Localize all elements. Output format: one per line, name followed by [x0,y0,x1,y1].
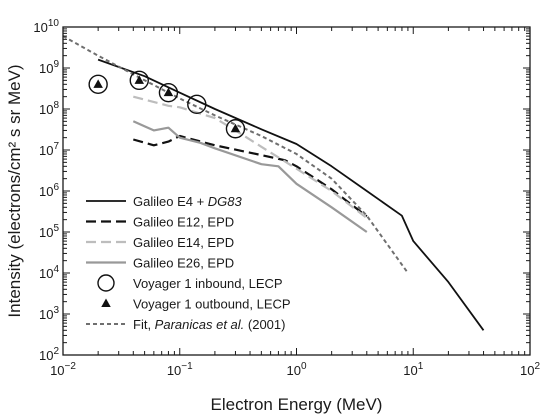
series-line-3 [132,120,368,233]
x-tick-label: 10−1 [167,361,193,378]
legend-label: Galileo E4 + DG83 [133,194,243,209]
y-tick-label: 106 [39,182,59,199]
y-tick-label: 103 [39,305,59,322]
y-tick-label: 107 [39,141,59,158]
x-tick-label: 100 [286,361,306,378]
legend: Galileo E4 + DG83 Galileo E12, EPD Galileo… [86,194,291,332]
voyager-inbound-point [225,119,246,139]
voyager-inbound-point [129,70,149,91]
legend-label: Galileo E14, EPD [133,235,234,250]
x-tick-label: 101 [403,361,423,378]
series-line-0 [97,58,485,331]
legend-label: Galileo E26, EPD [133,256,234,271]
voyager-outbound-point [163,87,174,97]
tick-layer [62,26,531,356]
series-line-1 [133,134,368,218]
y-tick-label: 102 [39,346,59,363]
legend-swatch [101,298,111,307]
voyager-outbound-point [230,123,241,133]
voyager-inbound-point [88,74,108,95]
legend-swatch [97,274,115,292]
y-tick-label: 1010 [33,18,59,35]
voyager-inbound-point [158,82,179,103]
legend-label: Voyager 1 outbound, LECP [133,297,291,312]
legend-label: Voyager 1 inbound, LECP [133,276,283,291]
x-tick-label: 10−2 [50,361,76,378]
y-axis-title: Intensity (electrons/cm² s sr MeV) [5,64,24,317]
voyager-inbound-point [187,94,207,115]
legend-label: Fit, Paranicas et al. (2001) [133,317,285,332]
y-tick-label: 105 [39,223,59,240]
marker-layer [88,70,246,139]
y-tick-label: 109 [39,59,59,76]
y-tick-label: 104 [39,264,59,281]
voyager-outbound-point [93,79,103,88]
series-line-6 [63,35,409,274]
x-axis-title: Electron Energy (MeV) [211,395,383,414]
y-tick-label: 108 [39,100,59,117]
legend-label: Galileo E12, EPD [133,215,234,230]
voyager-outbound-point [134,75,145,84]
x-tick-label: 102 [520,361,540,378]
tick-labels: 10−2 10−1 100 101 102 102 103 104 105 106 107 108 10… [33,18,540,378]
